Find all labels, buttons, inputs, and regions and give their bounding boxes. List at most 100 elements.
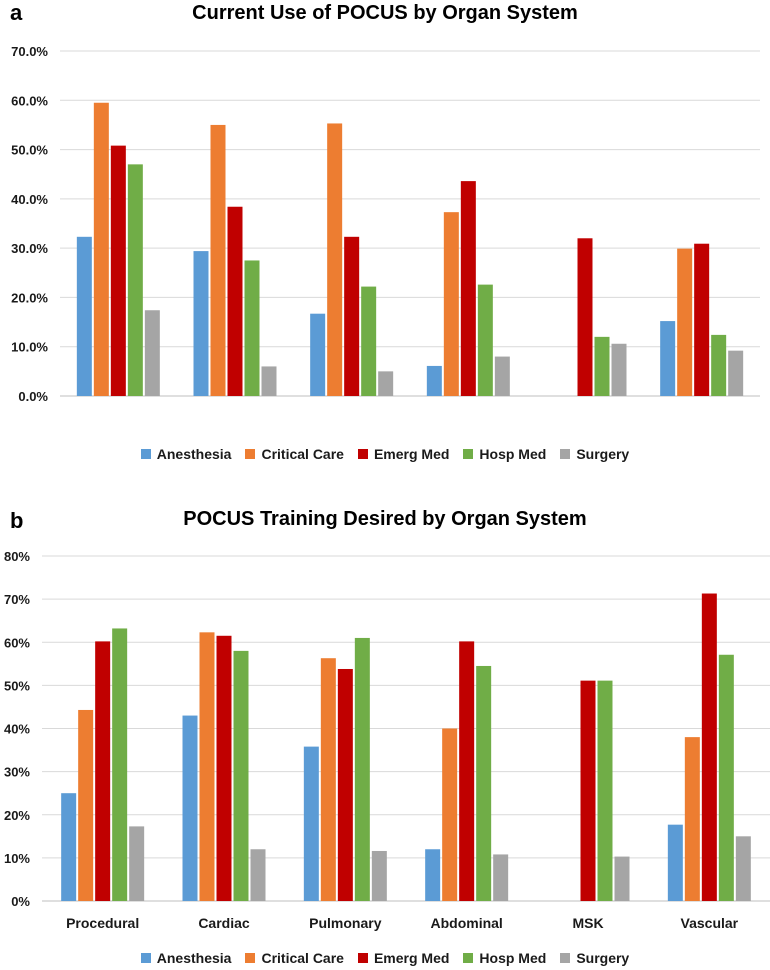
legend-item: Anesthesia [140, 446, 232, 462]
bar-anesthesia-vascular [660, 321, 676, 396]
bar-surgery-cardiac [261, 366, 277, 396]
y-tick-label: 40.0% [11, 192, 48, 207]
bar-emerg-med-vascular [701, 593, 717, 901]
bar-emerg-med-abdominal [459, 641, 475, 901]
bar-critical-care-vascular [684, 737, 700, 901]
bar-anesthesia-abdominal [426, 365, 442, 396]
legend-item: Emerg Med [357, 950, 449, 966]
bar-anesthesia-cardiac [182, 715, 198, 901]
panel-a-letter: a [10, 0, 23, 25]
legend-item: Critical Care [245, 950, 344, 966]
bar-surgery-vascular [735, 836, 751, 901]
bar-emerg-med-procedural [95, 641, 111, 901]
bar-emerg-med-procedural [110, 145, 126, 396]
legend-swatch [357, 953, 368, 963]
legend-item: Anesthesia [140, 950, 232, 966]
bar-surgery-abdominal [494, 356, 510, 396]
bar-hosp-med-abdominal [477, 284, 493, 396]
bar-critical-care-abdominal [443, 212, 459, 396]
y-tick-label: 70% [4, 592, 30, 607]
bar-critical-care-procedural [78, 709, 94, 901]
y-tick-label: 50% [4, 678, 30, 693]
legend-swatch [357, 449, 368, 459]
y-tick-label: 20% [4, 808, 30, 823]
bar-anesthesia-procedural [61, 793, 77, 901]
x-tick-label: Abdominal [430, 915, 502, 931]
y-tick-label: 80% [4, 549, 30, 564]
legend-swatch [560, 953, 571, 963]
legend-item: Surgery [560, 950, 629, 966]
legend-label: Surgery [576, 446, 630, 462]
y-tick-label: 70.0% [11, 44, 48, 59]
bar-hosp-med-vascular [718, 654, 734, 901]
chart-a: 0.0%10.0%20.0%30.0%40.0%50.0%60.0%70.0%P… [11, 44, 760, 404]
y-tick-label: 30.0% [11, 241, 48, 256]
bar-hosp-med-vascular [711, 334, 727, 396]
bar-emerg-med-cardiac [216, 635, 232, 901]
y-tick-label: 10% [4, 851, 30, 866]
legend-swatch [560, 449, 571, 459]
legend-item: Hosp Med [463, 950, 546, 966]
legend-swatch [140, 953, 151, 963]
legend-item: Emerg Med [357, 446, 450, 462]
bar-hosp-med-cardiac [244, 260, 260, 396]
bar-emerg-med-vascular [694, 243, 710, 396]
bar-surgery-msk [611, 343, 627, 396]
bar-hosp-med-pulmonary [361, 286, 377, 396]
bar-hosp-med-abdominal [476, 665, 492, 901]
bar-critical-care-procedural [93, 102, 109, 396]
legend-label: Hosp Med [479, 446, 547, 462]
bar-anesthesia-pulmonary [310, 313, 326, 396]
bar-critical-care-cardiac [210, 124, 226, 396]
x-tick-label: Pulmonary [309, 915, 382, 931]
legend-label: Hosp Med [479, 950, 547, 966]
bar-surgery-procedural [129, 826, 145, 901]
legend-swatch [245, 449, 256, 459]
bar-critical-care-vascular [677, 248, 693, 396]
legend-swatch [463, 953, 474, 963]
legend-item: Surgery [560, 446, 629, 462]
bar-surgery-vascular [728, 350, 744, 396]
bar-emerg-med-msk [580, 680, 596, 901]
legend-label: Anesthesia [156, 446, 232, 462]
legend-swatch [463, 449, 474, 459]
y-tick-label: 40% [4, 722, 30, 737]
legend-label: Critical Care [261, 446, 344, 462]
legend-label: Anesthesia [156, 950, 232, 966]
bar-hosp-med-msk [597, 680, 613, 901]
bar-hosp-med-procedural [127, 164, 143, 396]
bar-hosp-med-msk [594, 336, 610, 396]
x-tick-label: MSK [572, 915, 603, 931]
bar-hosp-med-cardiac [233, 650, 249, 901]
legend-label: Critical Care [261, 950, 344, 966]
bar-anesthesia-vascular [667, 824, 683, 901]
bar-anesthesia-cardiac [193, 251, 209, 396]
y-tick-label: 0% [11, 894, 30, 909]
x-tick-label: Cardiac [198, 915, 250, 931]
chart-b-legend: Anesthesia Critical Care Emerg Med Hosp Med… [0, 950, 770, 966]
bar-critical-care-pulmonary [327, 123, 343, 396]
legend-label: Emerg Med [373, 446, 450, 462]
legend-swatch [140, 449, 151, 459]
x-tick-label: Procedural [66, 915, 139, 931]
bar-surgery-cardiac [250, 849, 266, 901]
bar-surgery-pulmonary [371, 850, 387, 901]
chart-a-title: Current Use of POCUS by Organ System [192, 2, 578, 24]
bar-emerg-med-pulmonary [337, 668, 353, 901]
bar-critical-care-abdominal [442, 728, 458, 901]
y-tick-label: 20.0% [11, 290, 48, 305]
chart-b-title: POCUS Training Desired by Organ System [183, 508, 587, 530]
y-tick-label: 50.0% [11, 143, 48, 158]
x-tick-label: Vascular [681, 915, 739, 931]
bar-surgery-pulmonary [378, 371, 394, 396]
bar-emerg-med-msk [577, 238, 593, 396]
bar-anesthesia-procedural [76, 236, 92, 396]
bar-critical-care-pulmonary [320, 658, 336, 901]
bar-emerg-med-cardiac [227, 206, 243, 396]
legend-label: Surgery [576, 950, 630, 966]
y-tick-label: 60.0% [11, 93, 48, 108]
legend-item: Critical Care [245, 446, 344, 462]
bar-surgery-procedural [144, 310, 160, 396]
panel-b-letter: b [10, 508, 24, 533]
y-tick-label: 10.0% [11, 340, 48, 355]
